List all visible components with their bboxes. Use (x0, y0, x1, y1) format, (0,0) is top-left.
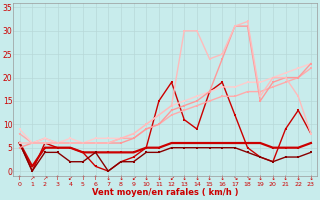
X-axis label: Vent moyen/en rafales ( km/h ): Vent moyen/en rafales ( km/h ) (92, 188, 238, 197)
